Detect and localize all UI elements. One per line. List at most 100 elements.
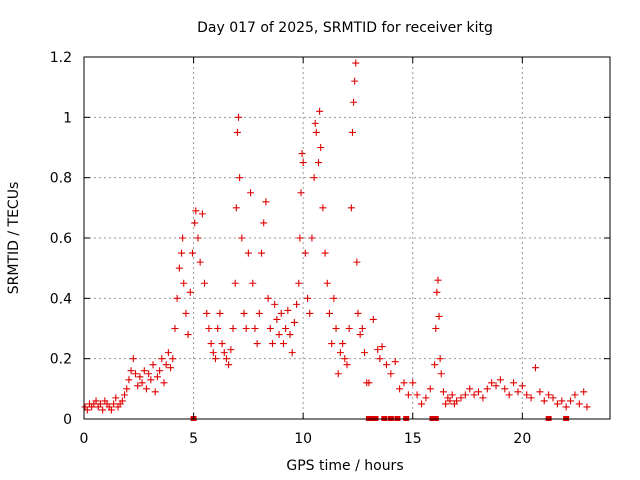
data-point bbox=[418, 400, 426, 408]
data-point bbox=[437, 370, 445, 378]
data-point bbox=[112, 394, 120, 402]
data-point bbox=[483, 385, 491, 393]
data-point bbox=[138, 379, 146, 387]
data-points bbox=[81, 59, 591, 421]
data-point bbox=[201, 279, 209, 287]
data-point bbox=[358, 325, 366, 332]
data-point bbox=[396, 385, 404, 393]
data-point bbox=[129, 355, 137, 363]
data-point bbox=[231, 279, 239, 287]
data-point bbox=[580, 388, 588, 396]
data-point bbox=[156, 367, 164, 375]
data-point bbox=[142, 385, 150, 393]
data-point bbox=[549, 394, 557, 402]
data-point bbox=[501, 385, 509, 393]
data-point bbox=[225, 361, 233, 369]
data-point bbox=[479, 394, 487, 402]
data-point bbox=[173, 294, 181, 302]
x-tick-label: 10 bbox=[294, 431, 312, 447]
data-point bbox=[264, 294, 272, 302]
data-point bbox=[404, 391, 412, 399]
data-point bbox=[175, 264, 183, 272]
data-point bbox=[118, 397, 126, 405]
data-point bbox=[334, 370, 342, 378]
data-point bbox=[275, 331, 283, 339]
data-point bbox=[99, 406, 107, 414]
data-point bbox=[249, 279, 257, 287]
data-point bbox=[518, 382, 526, 390]
x-tick-label: 20 bbox=[513, 431, 531, 447]
data-point bbox=[442, 400, 450, 408]
x-tick-label: 5 bbox=[189, 431, 198, 447]
data-point bbox=[352, 59, 360, 67]
data-point bbox=[514, 388, 522, 396]
data-point bbox=[271, 300, 279, 308]
y-tick-label: 0.8 bbox=[50, 171, 72, 187]
data-point bbox=[260, 219, 268, 227]
data-point bbox=[553, 400, 561, 408]
data-point bbox=[188, 249, 196, 257]
data-point bbox=[251, 325, 259, 332]
data-point bbox=[439, 388, 447, 396]
data-point bbox=[339, 340, 347, 348]
data-point bbox=[540, 397, 548, 405]
y-axis-label: SRMTID / TECUs bbox=[6, 182, 22, 295]
data-point bbox=[453, 397, 461, 405]
data-point bbox=[96, 400, 104, 408]
data-point bbox=[196, 258, 204, 266]
data-point bbox=[321, 249, 329, 257]
data-point bbox=[216, 309, 224, 317]
y-tick-label: 1 bbox=[63, 110, 72, 126]
data-point bbox=[145, 370, 153, 378]
data-point bbox=[323, 279, 331, 287]
data-point bbox=[311, 119, 319, 127]
data-point bbox=[107, 406, 115, 414]
data-point bbox=[136, 373, 144, 381]
data-point bbox=[351, 77, 359, 85]
data-point bbox=[132, 370, 140, 378]
data-point bbox=[253, 340, 261, 348]
data-point bbox=[536, 388, 544, 396]
data-point bbox=[448, 391, 456, 399]
y-tick-label: 0.4 bbox=[50, 291, 72, 307]
data-point bbox=[446, 397, 454, 405]
data-point bbox=[413, 391, 421, 399]
data-point bbox=[306, 309, 314, 317]
data-point bbox=[356, 331, 364, 339]
y-tick-label: 0.2 bbox=[50, 352, 72, 368]
data-point bbox=[457, 394, 465, 402]
data-point bbox=[235, 113, 243, 121]
data-point bbox=[435, 312, 443, 320]
data-point bbox=[567, 397, 575, 405]
data-point bbox=[308, 234, 316, 242]
data-point bbox=[391, 358, 399, 366]
data-point bbox=[180, 279, 188, 287]
data-point bbox=[244, 249, 252, 257]
data-point bbox=[298, 150, 306, 158]
data-point bbox=[527, 394, 535, 402]
data-point bbox=[192, 207, 200, 215]
data-point bbox=[361, 349, 369, 357]
data-point bbox=[258, 249, 266, 257]
data-point bbox=[207, 340, 215, 348]
data-point bbox=[336, 349, 344, 357]
data-point bbox=[475, 388, 482, 396]
x-tick-label: 0 bbox=[80, 431, 89, 447]
data-point bbox=[242, 325, 250, 332]
data-point bbox=[354, 309, 362, 317]
data-point bbox=[160, 379, 168, 387]
data-point bbox=[510, 379, 518, 387]
data-point bbox=[304, 294, 312, 302]
data-point bbox=[409, 379, 417, 387]
data-point bbox=[236, 174, 244, 182]
data-point bbox=[583, 403, 591, 411]
data-point bbox=[83, 406, 91, 414]
data-point bbox=[255, 309, 263, 317]
data-point bbox=[332, 325, 340, 332]
grid bbox=[84, 57, 610, 419]
data-point bbox=[191, 219, 199, 227]
data-point bbox=[350, 98, 358, 106]
data-point bbox=[310, 174, 318, 182]
data-point bbox=[545, 391, 553, 399]
